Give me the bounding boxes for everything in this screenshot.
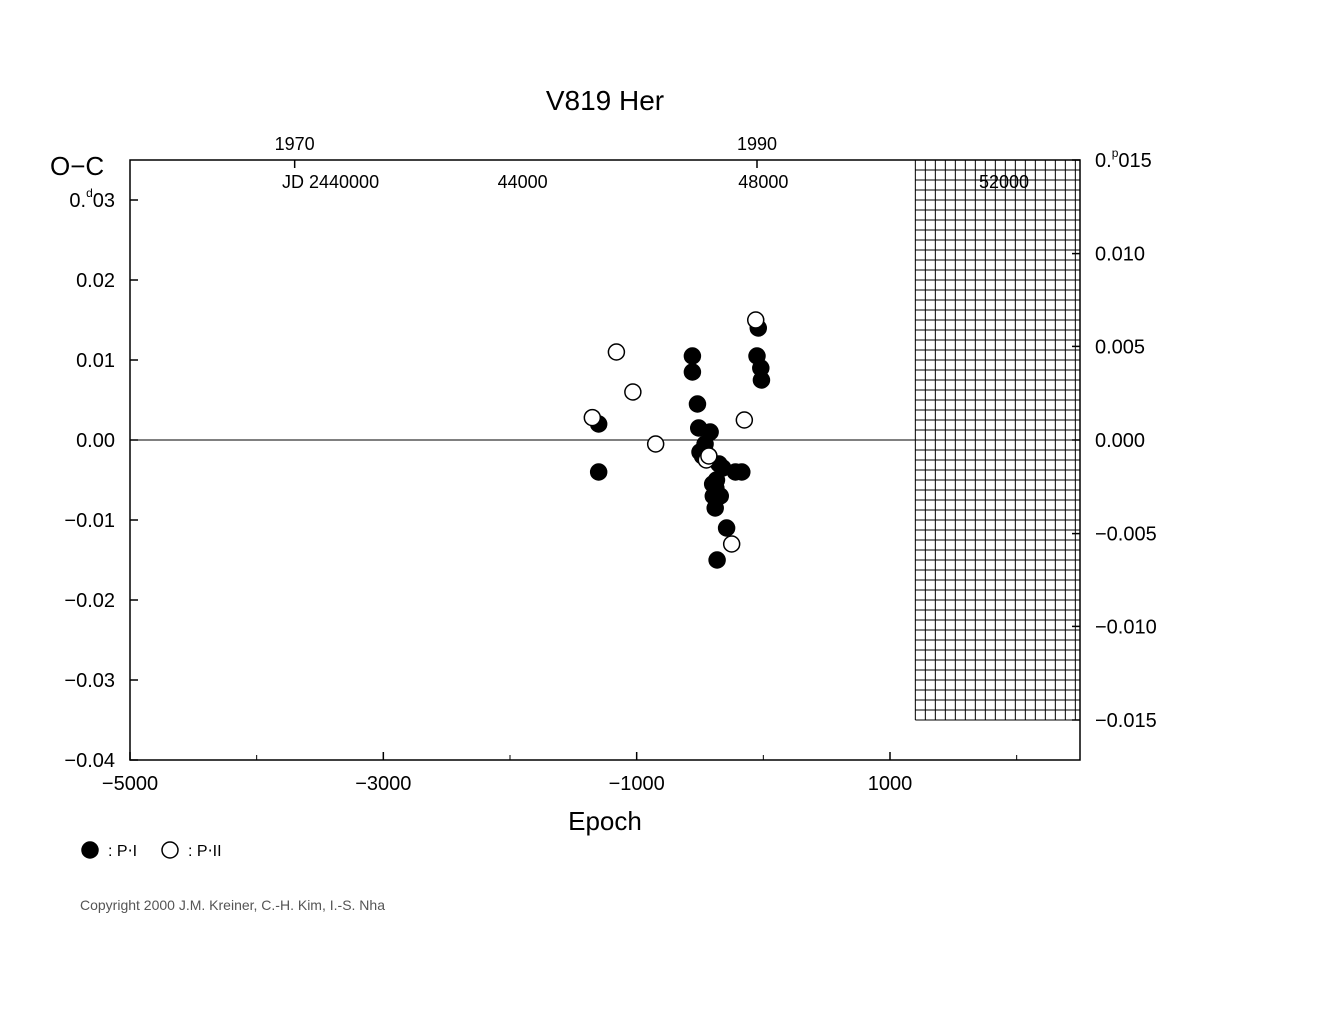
y-right-tick-label: 0.005 bbox=[1095, 336, 1145, 358]
y-left-tick-label: −0.02 bbox=[64, 590, 115, 612]
data-point bbox=[736, 412, 752, 428]
y-left-tick-label: 0.02 bbox=[76, 270, 115, 292]
chart-container: −5000−3000−10001000−0.04−0.03−0.02−0.010… bbox=[0, 0, 1325, 1020]
top-year-label: 1990 bbox=[737, 134, 777, 154]
x-tick-label: −5000 bbox=[102, 773, 158, 795]
data-point bbox=[684, 348, 700, 364]
data-point bbox=[648, 436, 664, 452]
data-point bbox=[748, 312, 764, 328]
x-axis-label: Epoch bbox=[568, 806, 642, 836]
data-point bbox=[584, 410, 600, 426]
legend-label: : P⋅II bbox=[188, 843, 222, 860]
x-tick-label: −3000 bbox=[355, 773, 411, 795]
chart-svg: −5000−3000−10001000−0.04−0.03−0.02−0.010… bbox=[0, 0, 1325, 1020]
y-right-tick-label: −0.015 bbox=[1095, 710, 1157, 732]
y-left-tick-label: 0.00 bbox=[76, 430, 115, 452]
data-point bbox=[701, 448, 717, 464]
copyright-text: Copyright 2000 J.M. Kreiner, C.-H. Kim, … bbox=[80, 897, 385, 913]
y-left-tick-label: 0.d03 bbox=[69, 186, 115, 212]
legend-marker bbox=[82, 842, 98, 858]
y-left-tick-label: −0.01 bbox=[64, 510, 115, 532]
data-point bbox=[684, 364, 700, 380]
data-point bbox=[689, 396, 705, 412]
y-right-tick-label: −0.005 bbox=[1095, 524, 1157, 546]
top-year-label: 1970 bbox=[275, 134, 315, 154]
y-right-tick-label: 0.000 bbox=[1095, 430, 1145, 452]
data-point bbox=[702, 424, 718, 440]
data-point bbox=[709, 552, 725, 568]
data-point bbox=[591, 464, 607, 480]
legend-marker bbox=[162, 842, 178, 858]
x-tick-label: −1000 bbox=[609, 773, 665, 795]
x-tick-label: 1000 bbox=[868, 773, 913, 795]
data-point bbox=[753, 372, 769, 388]
y-right-tick-label: −0.010 bbox=[1095, 616, 1157, 638]
y-left-tick-label: −0.04 bbox=[64, 750, 115, 772]
data-point bbox=[608, 344, 624, 360]
jd-tick-label: 48000 bbox=[738, 172, 788, 192]
y-axis-label: O−C bbox=[50, 151, 104, 181]
data-point bbox=[719, 520, 735, 536]
jd-tick-label: 44000 bbox=[498, 172, 548, 192]
jd-prefix-label: JD 2440000 bbox=[282, 172, 379, 192]
y-left-tick-label: −0.03 bbox=[64, 670, 115, 692]
series-p2 bbox=[584, 312, 763, 552]
jd-tick-label: 52000 bbox=[979, 172, 1029, 192]
data-point bbox=[712, 488, 728, 504]
y-left-tick-label: 0.01 bbox=[76, 350, 115, 372]
legend-label: : P⋅I bbox=[108, 843, 137, 860]
data-point bbox=[625, 384, 641, 400]
y-right-tick-label: 0.010 bbox=[1095, 244, 1145, 266]
chart-title: V819 Her bbox=[546, 85, 664, 116]
data-point bbox=[734, 464, 750, 480]
y-right-tick-label: 0.p015 bbox=[1095, 146, 1152, 172]
data-point bbox=[724, 536, 740, 552]
